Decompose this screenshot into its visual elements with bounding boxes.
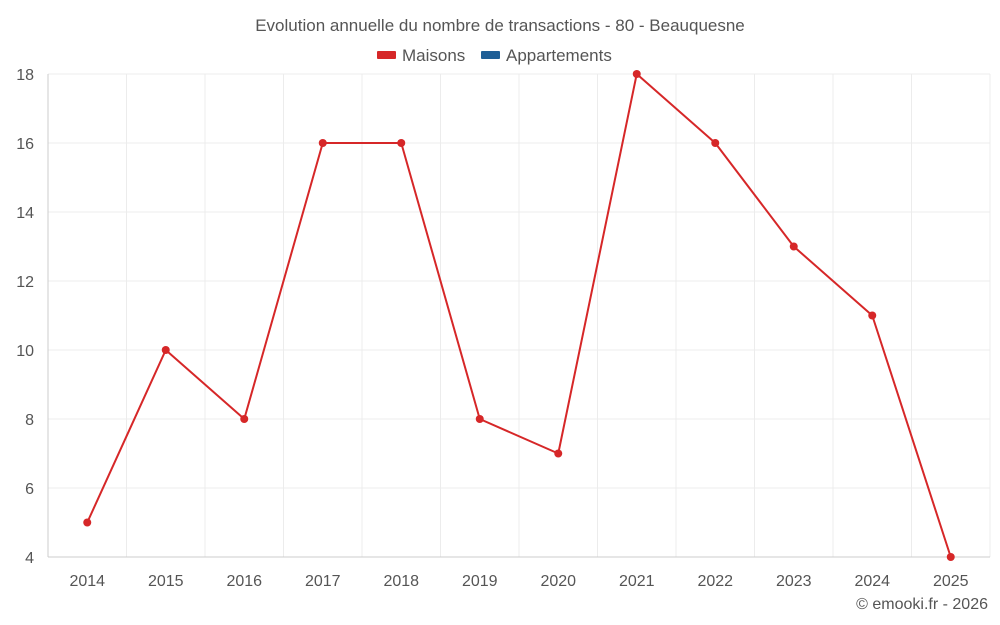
x-tick-label: 2025	[933, 573, 969, 590]
x-tick-label: 2023	[776, 573, 812, 590]
x-tick-label: 2019	[462, 573, 498, 590]
y-axis-ticks: 4 6 8 10 12 14 16 18	[16, 67, 34, 567]
x-tick-label: 2014	[69, 573, 105, 590]
data-point[interactable]	[475, 415, 484, 423]
x-tick-label: 2022	[697, 573, 733, 590]
legend-label-appartements: Appartements	[506, 46, 612, 65]
y-tick-label: 14	[16, 205, 34, 222]
series-line-maisons	[86, 73, 952, 558]
x-tick-label: 2017	[305, 573, 341, 590]
data-point[interactable]	[83, 518, 92, 527]
y-tick-label: 4	[25, 550, 34, 567]
series-maisons	[83, 70, 955, 561]
y-tick-label: 12	[16, 274, 34, 291]
legend-item-appartements[interactable]: Appartements	[481, 46, 612, 65]
data-point[interactable]	[868, 311, 877, 320]
data-point[interactable]	[711, 139, 720, 147]
legend: Maisons Appartements	[377, 46, 612, 65]
legend-label-maisons: Maisons	[402, 46, 465, 65]
data-point[interactable]	[632, 70, 641, 78]
x-tick-label: 2020	[540, 573, 576, 590]
y-tick-label: 18	[16, 67, 34, 84]
x-tick-label: 2018	[383, 573, 419, 590]
credit-text: © emooki.fr - 2026	[856, 596, 988, 613]
x-tick-label: 2015	[148, 573, 184, 590]
y-tick-label: 8	[25, 412, 34, 429]
data-point[interactable]	[161, 346, 170, 354]
axes	[47, 74, 990, 558]
data-point[interactable]	[240, 415, 249, 423]
data-point[interactable]	[946, 553, 955, 561]
legend-swatch-appartements	[481, 51, 500, 59]
x-tick-label: 2016	[226, 573, 262, 590]
data-point[interactable]	[318, 139, 327, 147]
legend-item-maisons[interactable]: Maisons	[377, 46, 465, 65]
x-axis-ticks: 2014 2015 2016 2017 2018 2019 2020 2021 2022 2023…	[69, 573, 968, 590]
data-point[interactable]	[554, 449, 563, 458]
legend-swatch-maisons	[377, 51, 396, 59]
x-tick-label: 2021	[619, 573, 655, 590]
chart-title: Evolution annuelle du nombre de transact…	[255, 16, 745, 35]
x-tick-label: 2024	[854, 573, 890, 590]
y-tick-label: 6	[25, 481, 34, 498]
y-tick-label: 10	[16, 343, 34, 360]
data-point[interactable]	[397, 139, 406, 147]
y-tick-label: 16	[16, 136, 34, 153]
gridlines	[48, 73, 991, 557]
data-point[interactable]	[789, 242, 798, 251]
